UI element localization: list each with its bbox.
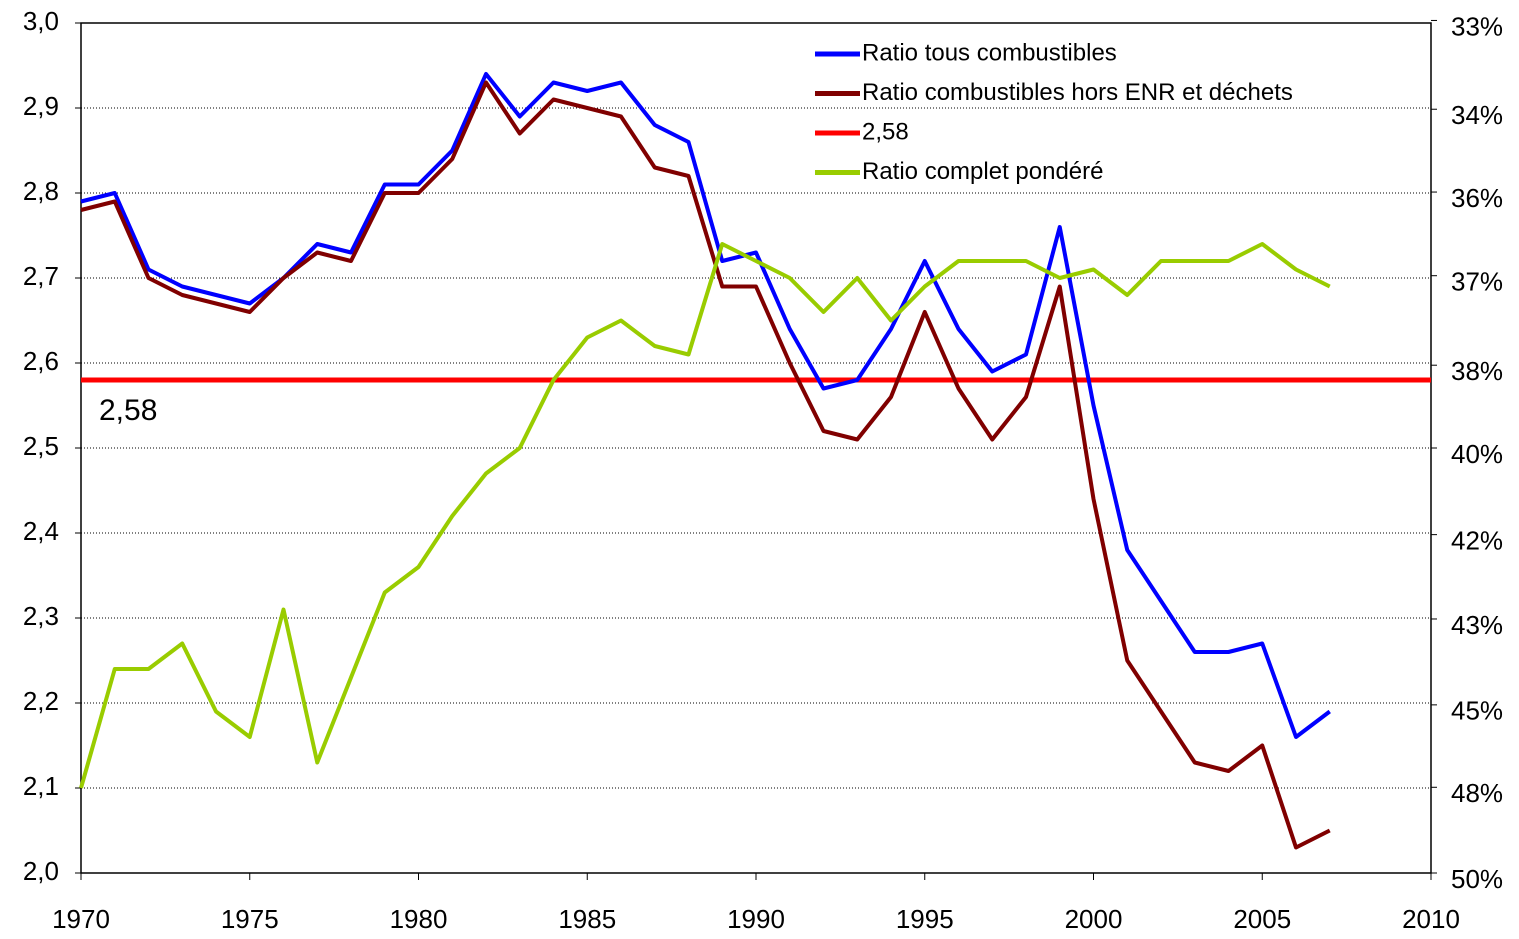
x-tick-label: 2010 (1402, 904, 1460, 934)
reference-label: 2,58 (99, 394, 157, 427)
y-tick-label: 2,4 (23, 516, 59, 546)
y2-tick-label: 38% (1451, 356, 1503, 386)
y-tick-label: 2,1 (23, 771, 59, 801)
series-line (79, 242, 1331, 789)
legend-label: Ratio complet pondéré (862, 158, 1103, 185)
legend-label: 2,58 (862, 118, 909, 145)
x-tick-label: 1975 (221, 904, 279, 934)
y-tick-label: 2,0 (23, 856, 59, 886)
y-tick-label: 2,8 (23, 176, 59, 206)
y2-tick-label: 42% (1451, 526, 1503, 556)
legend-label: Ratio combustibles hors ENR et déchets (862, 79, 1293, 106)
y-tick-label: 2,9 (23, 91, 59, 121)
y2-tick-label: 33% (1451, 11, 1503, 41)
y2-tick-label: 43% (1451, 610, 1503, 640)
y2-tick-label: 50% (1451, 864, 1503, 894)
y-tick-label: 2,5 (23, 431, 59, 461)
y-tick-label: 2,7 (23, 261, 59, 291)
series-line (80, 72, 1331, 739)
y2-tick-label: 48% (1451, 778, 1503, 808)
x-tick-label: 1985 (558, 904, 616, 934)
legend-label: Ratio tous combustibles (862, 39, 1117, 66)
y-tick-label: 2,2 (23, 686, 59, 716)
y2-tick-label: 40% (1451, 439, 1503, 469)
y2-tick-label: 36% (1451, 183, 1503, 213)
y2-tick-label: 45% (1451, 696, 1503, 726)
series-line (80, 80, 1331, 850)
x-tick-label: 1980 (390, 904, 448, 934)
y-tick-label: 2,3 (23, 601, 59, 631)
plot-frame (80, 22, 1432, 874)
y-tick-label: 2,6 (23, 346, 59, 376)
y2-tick-label: 34% (1451, 100, 1503, 130)
x-tick-label: 1990 (727, 904, 785, 934)
x-tick-label: 1995 (896, 904, 954, 934)
x-tick-label: 1970 (52, 904, 110, 934)
y-tick-label: 3,0 (23, 6, 59, 36)
x-tick-label: 2000 (1065, 904, 1123, 934)
x-tick-label: 2005 (1233, 904, 1291, 934)
y2-tick-label: 37% (1451, 267, 1503, 297)
